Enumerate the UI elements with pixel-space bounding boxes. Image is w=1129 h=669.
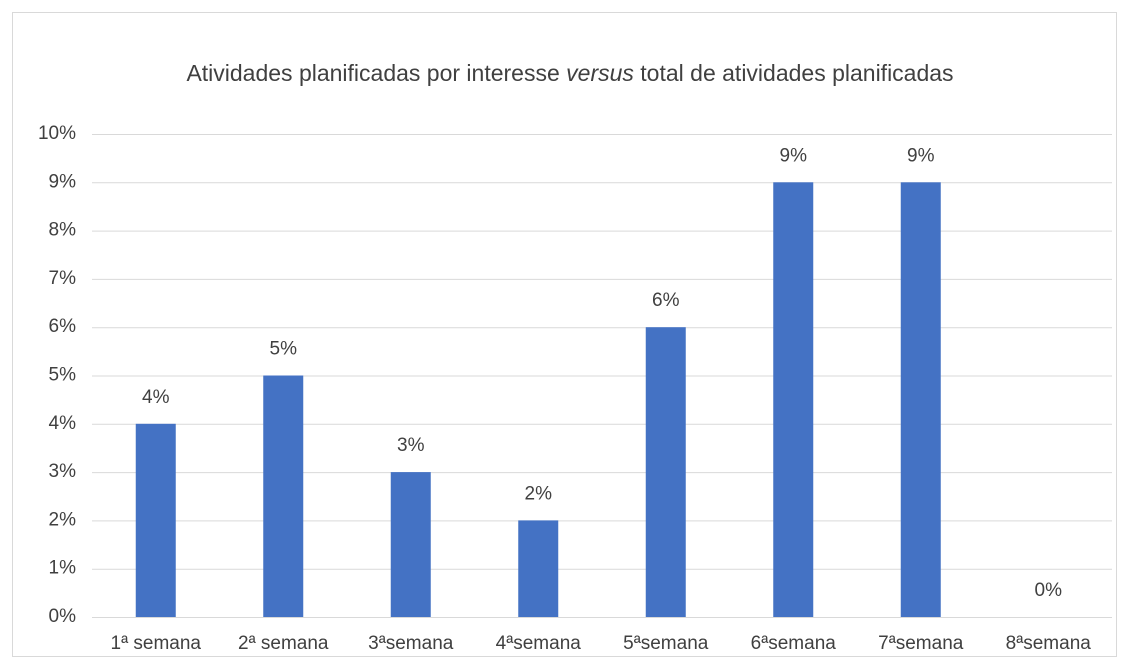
bar [390,472,431,617]
data-label: 5% [270,339,298,360]
bar [135,423,176,617]
bar [773,182,814,618]
x-tick-label: 5ªsemana [623,633,709,654]
x-tick-label: 7ªsemana [878,633,964,654]
y-tick-label: 0% [49,606,77,627]
data-label: 2% [525,483,553,504]
title-part: Atividades planificadas por interesse [186,60,567,86]
y-tick-label: 10% [38,123,76,144]
y-tick-label: 8% [49,220,77,241]
x-tick-label: 2ª semana [238,633,329,654]
y-tick-label: 7% [49,268,77,289]
bar [263,375,304,617]
data-label: 3% [397,435,425,456]
bar [518,520,559,617]
bar [900,182,941,618]
title-part-italic: versus [566,60,634,86]
y-tick-label: 2% [49,509,77,530]
x-tick-label: 6ªsemana [751,633,837,654]
y-tick-label: 3% [49,461,77,482]
y-tick-label: 9% [49,171,77,192]
chart-title: Atividades planificadas por interesse ve… [150,60,990,87]
y-tick-label: 4% [49,413,77,434]
y-tick-label: 6% [49,316,77,337]
chart-border [12,12,1117,657]
title-part: total de atividades planificadas [633,60,954,86]
x-tick-label: 3ªsemana [368,633,454,654]
x-tick-label: 1ª semana [111,633,202,654]
bar [645,327,686,617]
data-label: 9% [907,145,935,166]
data-label: 9% [780,145,808,166]
data-label: 4% [142,387,170,408]
y-tick-label: 5% [49,365,77,386]
y-tick-label: 1% [49,558,77,579]
x-tick-label: 8ªsemana [1006,633,1092,654]
x-tick-label: 4ªsemana [496,633,582,654]
data-label: 6% [652,290,680,311]
data-label: 0% [1035,580,1063,601]
